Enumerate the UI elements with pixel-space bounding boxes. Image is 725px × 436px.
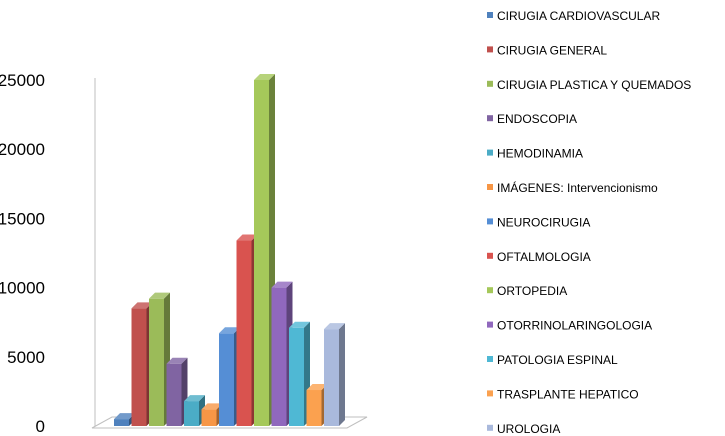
bar-front [306,390,322,426]
legend-label: PATOLOGIA ESPINAL [497,353,618,367]
legend-label: CIRUGIA GENERAL [497,43,607,57]
legend-item: CIRUGIA GENERAL [487,43,607,57]
legend-swatch [487,218,493,225]
legend-swatch [487,12,493,18]
legend-label: HEMODINAMIA [497,147,583,161]
bar-front [201,409,217,426]
legend-item: NEUROCIRUGIA [487,215,590,229]
bar-front [289,327,304,426]
y-tick-label: 5000 [7,348,45,367]
bar-front [254,80,269,426]
y-axis-ticks: 0 5000 10000 15000 20000 25000 [0,71,45,436]
bar-top [254,74,275,80]
bar-top [149,292,170,299]
legend-label: CIRUGIA CARDIOVASCULAR [497,9,660,23]
bar-front [184,401,199,426]
legend-swatch [487,184,493,190]
legend-item: CIRUGIA PLASTICA Y QUEMADOS [487,78,691,92]
bar-top [219,327,240,334]
legend-swatch [487,424,493,431]
legend-item: CIRUGIA CARDIOVASCULAR [487,9,660,23]
legend-item: OFTALMOLOGIA [487,250,591,264]
bar-front [324,329,339,426]
bar-top [236,234,258,241]
legend-swatch [487,80,493,87]
legend-label: TRASPLANTE HEPATICO [497,387,639,401]
legend-item: ENDOSCOPIA [487,112,577,126]
legend: CIRUGIA CARDIOVASCULAR CIRUGIA GENERAL CIR… [487,9,691,436]
y-tick-label: 25000 [0,71,45,90]
bar-top [131,302,153,309]
bar [324,323,345,426]
bar-top [324,323,345,330]
bar-front [114,419,129,426]
legend-label: NEUROCIRUGIA [497,215,590,229]
bar [289,321,310,426]
legend-label: UROLOGIA [497,422,560,436]
legend-swatch [487,287,493,294]
legend-item: ORTOPEDIA [487,284,567,298]
bar-front [149,298,164,426]
bar-top [289,321,310,328]
bars [114,74,345,426]
legend-swatch [487,356,493,362]
legend-label: OTORRINOLARINGOLOGIA [497,319,652,333]
bar-top [201,403,223,410]
legend-item: PATOLOGIA ESPINAL [487,353,618,367]
bar-top [114,413,135,420]
y-tick-label: 15000 [0,209,45,228]
legend-label: CIRUGIA PLASTICA Y QUEMADOS [497,78,691,92]
bar-front [271,287,287,426]
legend-item: UROLOGIA [487,422,560,436]
y-tick-label: 20000 [0,140,45,159]
legend-swatch [487,252,493,259]
bar-front [236,240,252,426]
legend-swatch [487,149,493,156]
legend-label: ENDOSCOPIA [497,112,577,126]
legend-swatch [487,115,493,122]
legend-label: IMÁGENES: Intervencionismo [497,180,658,195]
bar-front [219,333,234,426]
legend-swatch [487,321,493,328]
legend-item: HEMODINAMIA [487,147,583,161]
legend-item: IMÁGENES: Intervencionismo [487,180,658,195]
legend-item: OTORRINOLARINGOLOGIA [487,319,652,333]
legend-item: TRASPLANTE HEPATICO [487,387,639,401]
legend-swatch [487,390,493,397]
legend-label: OFTALMOLOGIA [497,250,591,264]
y-tick-label: 10000 [0,279,45,298]
legend-swatch [487,46,493,53]
bar-front [166,363,182,426]
legend-label: ORTOPEDIA [497,284,567,298]
bar-front [131,308,147,426]
bar [166,357,188,426]
bar-top [166,357,188,364]
bar-side [339,323,345,426]
bar-top [306,384,328,391]
bar-top [271,281,293,288]
bar-top [184,395,205,402]
y-tick-label: 0 [36,417,45,436]
